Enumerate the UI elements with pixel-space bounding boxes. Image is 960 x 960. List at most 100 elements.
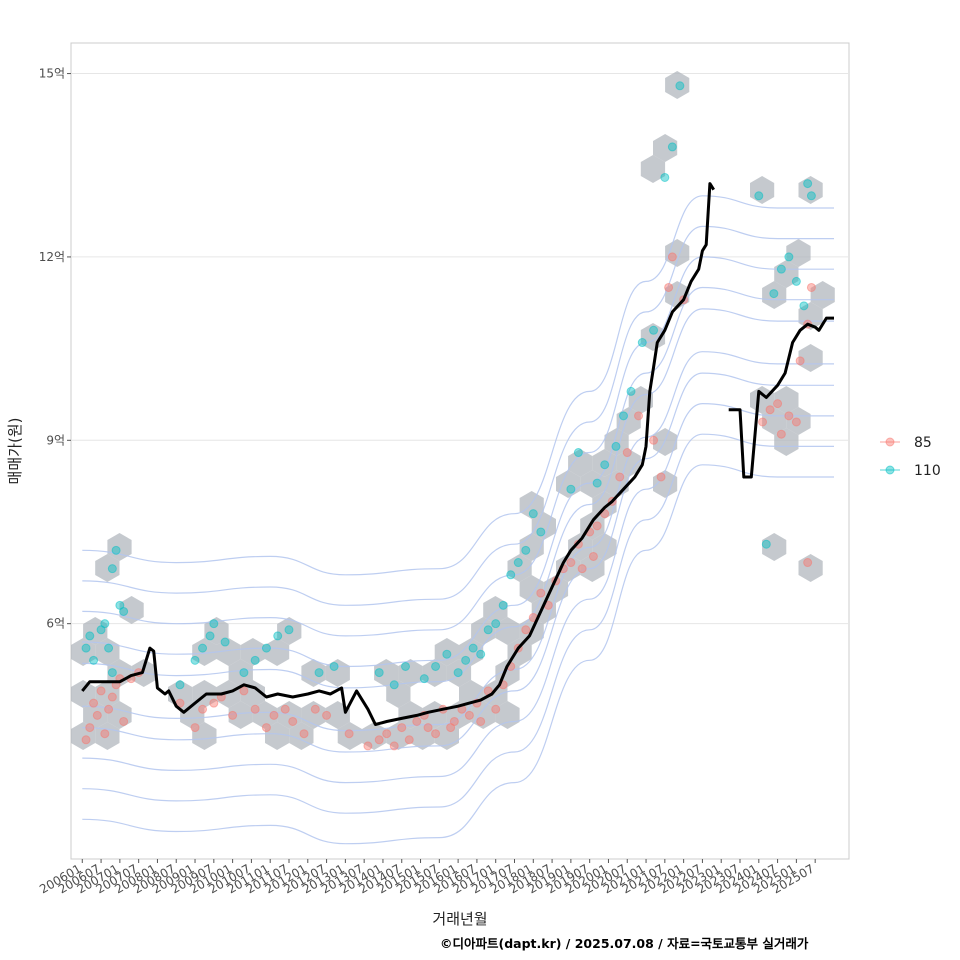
density-contour-line xyxy=(82,433,834,814)
hexbin-cell xyxy=(192,722,217,750)
density-contour-line xyxy=(82,402,834,784)
hexbin-cell xyxy=(398,659,423,687)
data-point-85 xyxy=(363,741,373,751)
moving-average-line xyxy=(81,182,834,726)
data-point-85 xyxy=(476,716,486,726)
data-point-85 xyxy=(615,472,625,482)
hexbin-cell xyxy=(386,680,411,708)
hexbin-cell xyxy=(653,428,678,456)
density-contour-line xyxy=(82,464,835,845)
data-point-85 xyxy=(464,710,474,720)
data-point-110 xyxy=(431,661,441,671)
data-point-85 xyxy=(389,741,399,751)
hexbin-cell xyxy=(386,722,411,750)
data-point-85 xyxy=(190,723,200,733)
data-point-110 xyxy=(81,643,91,653)
data-point-85 xyxy=(412,716,422,726)
data-point-85 xyxy=(299,729,309,739)
x-axis-title: 거래년월 xyxy=(432,910,487,928)
y-tick-label: 6억 xyxy=(46,617,65,631)
legend-label-110: 110 xyxy=(914,463,941,479)
hexbin-cell xyxy=(301,659,326,687)
hexbin-cell xyxy=(653,470,678,498)
hexbin-cell xyxy=(95,554,120,582)
data-point-110 xyxy=(776,264,786,274)
data-point-110 xyxy=(498,600,508,610)
data-point-110 xyxy=(660,172,670,182)
density-contour-line xyxy=(82,195,834,576)
hexbin-cell xyxy=(71,680,96,708)
data-point-85 xyxy=(310,704,320,714)
data-point-110 xyxy=(107,564,117,574)
hexbin-cell xyxy=(750,176,775,204)
data-point-85 xyxy=(344,729,354,739)
y-tick-label: 9억 xyxy=(46,433,65,447)
data-point-110 xyxy=(329,661,339,671)
hexbin-cell xyxy=(374,659,399,687)
data-point-110 xyxy=(754,191,764,201)
hexbin-cell xyxy=(337,722,362,750)
legend-key-dot xyxy=(885,465,895,475)
data-point-110 xyxy=(220,637,230,647)
data-point-110 xyxy=(536,527,546,537)
data-point-85 xyxy=(758,417,768,427)
y-tick-label: 15억 xyxy=(39,67,65,81)
hexbin-cell xyxy=(204,617,229,645)
data-point-85 xyxy=(521,625,531,635)
data-point-110 xyxy=(401,661,411,671)
data-point-110 xyxy=(784,252,794,262)
data-point-85 xyxy=(288,716,298,726)
hexbin-cell xyxy=(580,470,605,498)
moving-average-segment xyxy=(81,182,715,726)
data-point-85 xyxy=(107,692,117,702)
data-point-110 xyxy=(626,386,636,396)
data-point-110 xyxy=(667,142,677,152)
hexbin-cell xyxy=(762,533,787,561)
data-point-85 xyxy=(239,686,249,696)
data-point-110 xyxy=(119,606,129,616)
data-point-85 xyxy=(536,588,546,598)
data-point-110 xyxy=(389,680,399,690)
hexbin-cell xyxy=(665,71,690,99)
hexbin-cell xyxy=(810,281,835,309)
data-point-85 xyxy=(765,405,775,415)
data-point-110 xyxy=(791,276,801,286)
hexbin-cell xyxy=(543,575,569,603)
hexbin-cell xyxy=(568,533,593,561)
data-point-85 xyxy=(228,710,238,720)
data-point-85 xyxy=(491,704,501,714)
data-point-110 xyxy=(483,625,493,635)
data-point-110 xyxy=(89,655,99,665)
data-point-85 xyxy=(634,411,644,421)
hexbin-cell xyxy=(519,491,544,519)
legend-key-dot xyxy=(885,437,895,447)
data-point-110 xyxy=(769,289,779,299)
hexbin-cell xyxy=(640,323,666,351)
data-point-85 xyxy=(431,729,441,739)
hexbin-cell xyxy=(798,176,823,204)
hexbin-cell xyxy=(568,449,593,477)
hexbin-cell xyxy=(495,617,520,645)
legend: 85 110 xyxy=(880,435,941,479)
data-point-110 xyxy=(284,625,294,635)
hexbin-cell xyxy=(798,554,823,582)
hexbin-cell xyxy=(762,281,787,309)
data-point-85 xyxy=(795,356,805,366)
hexbin-cell xyxy=(422,701,447,729)
hexbin-cell xyxy=(277,701,302,729)
hexbin-cell xyxy=(653,134,678,162)
data-point-85 xyxy=(577,564,587,574)
data-point-85 xyxy=(449,716,459,726)
hexbin-cell xyxy=(83,701,108,729)
data-point-85 xyxy=(198,704,208,714)
data-point-110 xyxy=(374,668,384,678)
y-tick-label: 12억 xyxy=(39,250,65,264)
hexbin-cell xyxy=(640,155,666,183)
density-contour-line xyxy=(82,225,834,606)
hexbin-cell xyxy=(786,239,811,267)
data-point-85 xyxy=(784,411,794,421)
data-point-110 xyxy=(513,558,523,568)
data-point-85 xyxy=(261,723,271,733)
data-point-85 xyxy=(423,723,433,733)
data-point-110 xyxy=(205,631,215,641)
